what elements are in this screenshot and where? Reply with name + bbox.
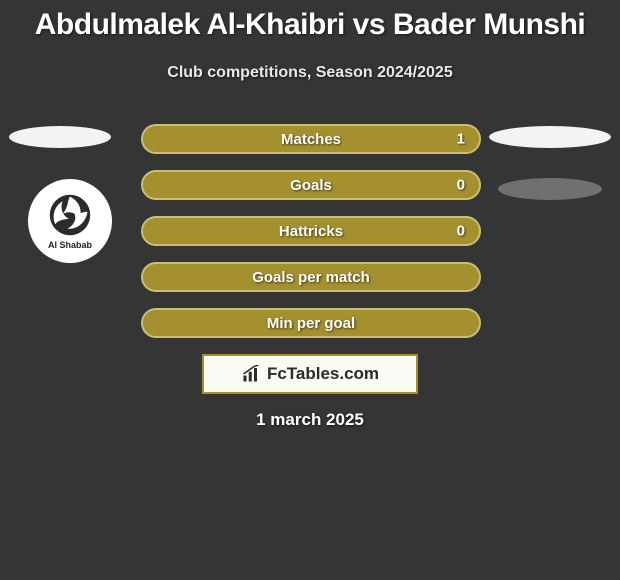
stat-bar-label: Goals per match xyxy=(252,269,370,286)
stat-bar-label: Min per goal xyxy=(267,315,355,332)
player-right-ellipse-1 xyxy=(489,126,611,148)
player-left-ellipse xyxy=(9,126,111,148)
player-right-ellipse-2 xyxy=(498,178,602,200)
club-swirl-icon xyxy=(44,192,96,238)
club-badge-label: Al Shabab xyxy=(48,240,92,250)
stat-bar-goals: Goals 0 xyxy=(141,170,481,200)
brand-box: FcTables.com xyxy=(202,354,418,394)
date-text: 1 march 2025 xyxy=(0,410,620,430)
stat-bar-label: Goals xyxy=(290,177,332,194)
subtitle: Club competitions, Season 2024/2025 xyxy=(0,64,620,82)
stat-bar-right-value: 0 xyxy=(457,223,465,240)
stat-bar-label: Hattricks xyxy=(279,223,343,240)
stat-bar-goals-per-match: Goals per match xyxy=(141,262,481,292)
stat-bar-label: Matches xyxy=(281,131,341,148)
stat-bar-matches: Matches 1 xyxy=(141,124,481,154)
club-badge-left: Al Shabab xyxy=(28,179,112,263)
stat-bar-right-value: 1 xyxy=(457,131,465,148)
stat-bar-min-per-goal: Min per goal xyxy=(141,308,481,338)
bar-chart-icon xyxy=(241,365,261,383)
page-title: Abdulmalek Al-Khaibri vs Bader Munshi xyxy=(0,4,620,42)
stat-bar-right-value: 0 xyxy=(457,177,465,194)
brand-text: FcTables.com xyxy=(267,364,379,384)
stat-bar-hattricks: Hattricks 0 xyxy=(141,216,481,246)
